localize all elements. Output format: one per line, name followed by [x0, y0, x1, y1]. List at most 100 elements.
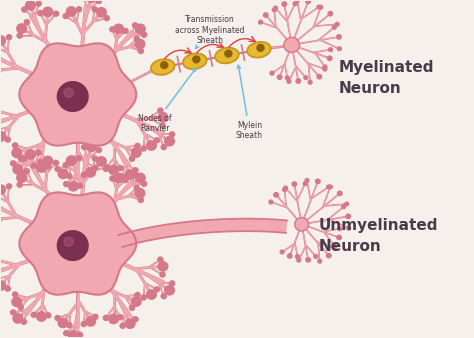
Circle shape	[24, 169, 29, 174]
Circle shape	[12, 148, 22, 158]
Circle shape	[133, 23, 137, 28]
Circle shape	[66, 156, 76, 165]
Circle shape	[193, 56, 200, 63]
Circle shape	[63, 14, 68, 19]
Circle shape	[0, 132, 6, 141]
Circle shape	[64, 237, 73, 246]
Circle shape	[18, 156, 23, 161]
Circle shape	[170, 132, 174, 137]
Circle shape	[0, 185, 5, 194]
Circle shape	[306, 258, 310, 262]
Circle shape	[274, 193, 278, 197]
Circle shape	[134, 36, 139, 41]
Circle shape	[114, 173, 124, 183]
Circle shape	[104, 165, 109, 170]
Text: Mylein
Sheath: Mylein Sheath	[236, 65, 263, 140]
Circle shape	[292, 182, 297, 186]
Circle shape	[295, 255, 300, 259]
Circle shape	[17, 24, 27, 33]
Circle shape	[7, 184, 11, 189]
Circle shape	[332, 246, 337, 250]
Circle shape	[64, 88, 73, 97]
Circle shape	[92, 7, 97, 12]
Circle shape	[332, 244, 336, 248]
Circle shape	[133, 168, 138, 173]
Circle shape	[141, 146, 146, 151]
Circle shape	[64, 182, 69, 187]
Circle shape	[22, 7, 27, 12]
Circle shape	[296, 79, 301, 83]
Circle shape	[36, 312, 46, 321]
Circle shape	[282, 2, 287, 6]
Circle shape	[338, 227, 342, 231]
Circle shape	[317, 5, 321, 9]
Circle shape	[264, 13, 268, 17]
Circle shape	[337, 47, 341, 51]
Circle shape	[118, 315, 123, 320]
Circle shape	[110, 27, 115, 32]
Circle shape	[161, 145, 166, 150]
Circle shape	[142, 181, 146, 186]
Circle shape	[158, 108, 163, 113]
Circle shape	[135, 40, 145, 49]
Circle shape	[283, 188, 287, 192]
Text: Myelinated
Neuron: Myelinated Neuron	[339, 59, 435, 96]
Circle shape	[77, 332, 82, 337]
Circle shape	[225, 50, 232, 57]
Circle shape	[87, 0, 96, 3]
Circle shape	[54, 11, 59, 16]
Circle shape	[82, 144, 87, 149]
Circle shape	[97, 157, 106, 166]
Circle shape	[287, 79, 291, 83]
Circle shape	[135, 292, 140, 297]
Circle shape	[26, 150, 35, 159]
Circle shape	[5, 286, 10, 291]
Circle shape	[57, 81, 89, 112]
Circle shape	[46, 313, 51, 318]
Circle shape	[136, 24, 145, 33]
Circle shape	[120, 323, 125, 328]
Circle shape	[76, 156, 82, 161]
Circle shape	[0, 281, 6, 290]
Circle shape	[5, 137, 10, 142]
Circle shape	[31, 163, 36, 168]
Circle shape	[164, 286, 174, 295]
Circle shape	[92, 156, 97, 161]
Circle shape	[120, 174, 125, 179]
Circle shape	[55, 316, 60, 320]
Circle shape	[283, 186, 288, 190]
Circle shape	[36, 1, 41, 6]
Circle shape	[346, 226, 351, 230]
Circle shape	[327, 254, 331, 258]
Circle shape	[317, 74, 321, 79]
Circle shape	[308, 80, 312, 84]
Circle shape	[38, 160, 43, 165]
Text: Unmyelinated
Neuron: Unmyelinated Neuron	[319, 218, 438, 254]
Ellipse shape	[247, 42, 271, 57]
Ellipse shape	[183, 53, 207, 69]
Circle shape	[43, 156, 53, 166]
Circle shape	[86, 168, 96, 177]
Circle shape	[57, 230, 89, 261]
Circle shape	[270, 71, 274, 75]
Circle shape	[129, 306, 135, 310]
Circle shape	[64, 331, 69, 336]
Circle shape	[284, 38, 300, 52]
Circle shape	[259, 20, 263, 24]
Circle shape	[13, 165, 23, 174]
Ellipse shape	[215, 48, 239, 63]
Circle shape	[304, 76, 308, 79]
Circle shape	[318, 259, 322, 263]
Circle shape	[164, 137, 174, 146]
Circle shape	[21, 319, 27, 324]
Circle shape	[67, 323, 72, 328]
Circle shape	[97, 8, 106, 17]
Text: Transmission
across Myelinated
Sheath: Transmission across Myelinated Sheath	[175, 15, 245, 48]
Circle shape	[43, 7, 53, 17]
Circle shape	[158, 113, 168, 122]
Circle shape	[104, 16, 109, 21]
Circle shape	[138, 197, 144, 202]
Circle shape	[345, 202, 348, 206]
Circle shape	[337, 235, 341, 240]
Circle shape	[138, 48, 144, 53]
